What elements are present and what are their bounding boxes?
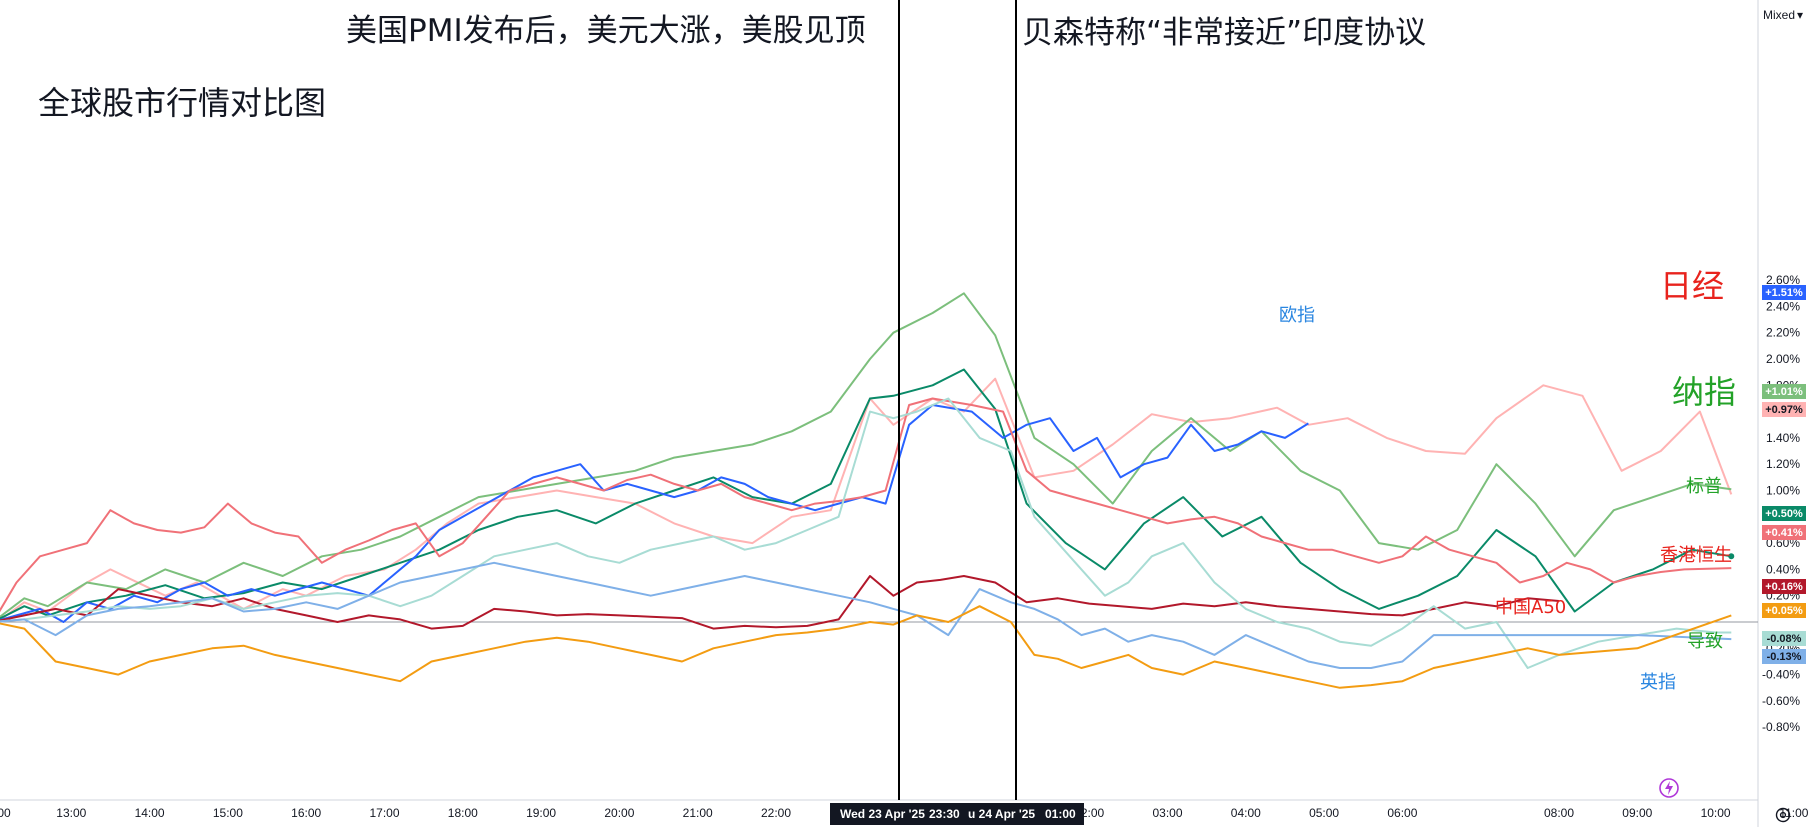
gear-icon[interactable]: [1774, 806, 1792, 824]
series-name-label: 欧指: [1279, 305, 1315, 326]
y-tick-label: 2.40%: [1766, 299, 1800, 313]
last-value-badge-text: +1.51%: [1765, 287, 1803, 299]
date-label-end-time: 01:00: [1045, 807, 1076, 821]
last-value-badge-text: +1.01%: [1765, 386, 1803, 398]
series-name-label: 标普: [1686, 476, 1722, 497]
scale-mode-label: Mixed: [1763, 8, 1796, 22]
series-name-label: 导致: [1687, 631, 1723, 652]
series-line: [0, 605, 1732, 689]
last-value-badge-text: -0.08%: [1767, 633, 1802, 645]
x-tick-label: 20:00: [604, 806, 634, 820]
series-name-label: 香港恒生: [1660, 545, 1732, 566]
bolt-icon[interactable]: [1658, 777, 1680, 799]
event1-annotation: 美国PMI发布后，美元大涨，美股见顶: [346, 13, 866, 49]
last-value-badge-text: -0.13%: [1767, 651, 1802, 663]
last-value-badge-text: +0.05%: [1765, 605, 1803, 617]
x-tick-label: 10:00: [1701, 806, 1731, 820]
last-value-badge: [1762, 649, 1806, 664]
y-tick-label: -0.40%: [1762, 668, 1800, 682]
last-value-badge: [1762, 525, 1806, 540]
x-tick-label: 03:00: [1152, 806, 1182, 820]
last-value-badge: [1762, 384, 1806, 399]
date-label-mid: 23:30: [929, 807, 960, 821]
chart-title: 全球股市行情对比图: [38, 84, 326, 122]
last-value-badge: [1762, 603, 1806, 618]
y-tick-label: 1.20%: [1766, 457, 1800, 471]
scale-mode-button[interactable]: Mixed ▾: [1763, 6, 1805, 24]
last-value-badge: [1762, 631, 1806, 646]
series-name-label: 中国A50: [1495, 597, 1566, 618]
x-tick-label: 14:00: [135, 806, 165, 820]
series-line: [0, 397, 1732, 613]
x-tick-label: 13:00: [56, 806, 86, 820]
last-value-badge-text: +0.97%: [1765, 404, 1803, 416]
series-name-label: 英指: [1640, 672, 1676, 693]
x-tick-label: 21:00: [683, 806, 713, 820]
series-line: [0, 575, 1560, 630]
y-tick-label: 1.00%: [1766, 484, 1800, 498]
x-tick-label: 18:00: [448, 806, 478, 820]
x-tick-label: 06:00: [1387, 806, 1417, 820]
last-value-badge: [1762, 579, 1806, 594]
y-tick-label: 2.60%: [1766, 273, 1800, 287]
last-value-badge-text: +0.41%: [1765, 527, 1803, 539]
last-value-badge: [1762, 285, 1806, 300]
y-tick-label: -0.60%: [1762, 694, 1800, 708]
last-value-badge-text: +0.16%: [1765, 581, 1803, 593]
date-range-box: [830, 803, 1084, 825]
series-line: [0, 368, 1732, 620]
x-tick-label: 08:00: [1544, 806, 1574, 820]
series-line: [0, 377, 1733, 621]
y-tick-label: -0.80%: [1762, 720, 1800, 734]
series-line: [0, 404, 1309, 623]
x-tick-label: 17:00: [369, 806, 399, 820]
date-label-start: Wed 23 Apr '25: [840, 807, 925, 821]
series-end-dot: [1728, 553, 1735, 560]
chevron-down-icon: ▾: [1797, 8, 1804, 22]
series-line: [0, 561, 1732, 669]
event2-annotation: 贝森特称“非常接近”印度协议: [1022, 15, 1426, 51]
last-value-badge: [1762, 402, 1806, 417]
y-tick-label: 2.00%: [1766, 352, 1800, 366]
x-tick-label: 16:00: [291, 806, 321, 820]
x-tick-label: 09:00: [1622, 806, 1652, 820]
series-line: [0, 397, 1732, 669]
y-tick-label: 2.20%: [1766, 326, 1800, 340]
x-tick-label: 19:00: [526, 806, 556, 820]
y-tick-label: 0.40%: [1766, 562, 1800, 576]
x-tick-label: 05:00: [1309, 806, 1339, 820]
x-tick-label: 22:00: [761, 806, 791, 820]
x-tick-label: 15:00: [213, 806, 243, 820]
series-name-label: 日经: [1660, 267, 1724, 305]
y-tick-label: 1.40%: [1766, 431, 1800, 445]
date-label-end: u 24 Apr '25: [968, 807, 1035, 821]
x-tick-label: 00: [0, 806, 11, 820]
series-name-label: 纳指: [1672, 373, 1736, 411]
series-line: [0, 292, 1732, 618]
last-value-badge-text: +0.50%: [1765, 508, 1803, 520]
x-tick-label: 04:00: [1231, 806, 1261, 820]
last-value-badge: [1762, 506, 1806, 521]
